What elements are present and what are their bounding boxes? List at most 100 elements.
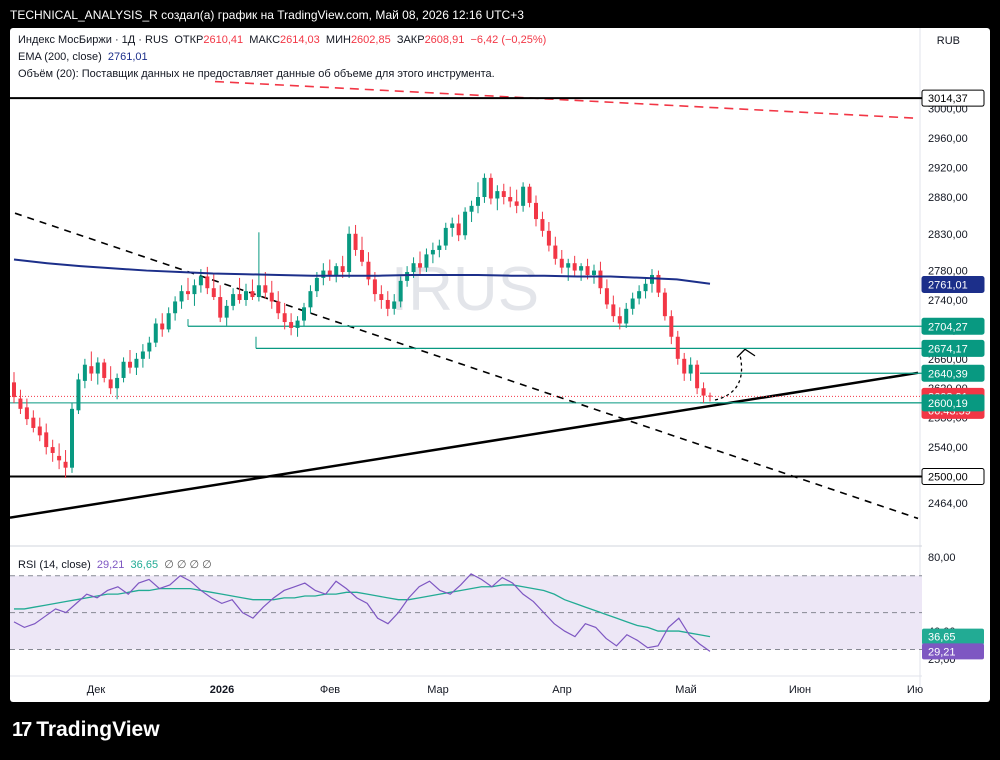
candle-body [701,388,706,396]
candle-body [256,285,261,298]
time-tick-label: Дек [87,684,106,696]
tradingview-logo[interactable]: 17 TradingView [12,718,160,742]
high-value: 2614,03 [280,34,320,46]
candle-body [353,233,358,250]
candle-body [572,263,577,271]
candle-body [218,297,223,318]
candle-body [656,274,661,293]
price-tag-label: 2500,00 [928,472,968,484]
candle-body [534,202,538,220]
candles-group[interactable] [12,173,712,478]
candle-body [108,379,113,389]
candle-body [179,291,184,302]
close-value: 2608,91 [424,34,465,46]
candle-body [269,292,274,302]
descending-dashed-trendline [14,212,919,520]
candle-body [650,274,654,284]
price-tags-group: 3014,372761,012704,272674,172640,392608,… [921,89,985,486]
currency-label[interactable]: RUB [936,35,960,47]
price-axis-group: 3000,00 2960,00 2920,00 2880,00 2830,00 2780,… [919,28,968,688]
ema-label[interactable]: EMA (200, close) [18,51,102,63]
change-value: −6,42 (−0,25%) [470,34,547,46]
rsi-legend[interactable]: RSI (14, close) 29,21 36,65 ∅ ∅ ∅ ∅ [18,558,212,571]
candle-body [527,186,532,203]
price-tick-label: 2920,00 [928,163,968,175]
rsi-value-tag-label: 36,65 [928,632,956,644]
drawings-group[interactable] [10,80,922,520]
time-tick-label: 2026 [210,684,234,696]
candle-body [611,304,616,317]
candle-body [566,263,571,268]
candle-body [160,323,165,330]
rsi-value-tag-label: 29,21 [928,646,956,658]
ascending-trendline [10,371,919,519]
symbol-name[interactable]: Индекс МосБиржи · 1Д · RUS [18,34,169,46]
candle-body [82,364,87,381]
candle-body [669,316,674,337]
price-tag [921,394,985,412]
candle-body [115,377,120,389]
candle-body [173,301,178,314]
tradingview-wordmark: TradingView [36,718,160,741]
candle-body [495,191,500,199]
candle-body [321,270,326,278]
candle-body [385,299,390,309]
candle-body [521,186,526,206]
candle-body [424,254,429,268]
price-tag-label: 2600,19 [928,398,968,410]
candle-body [147,342,152,352]
candle-body [327,270,332,277]
candle-body [18,398,23,409]
candle-body [463,211,468,236]
price-tick-label: 3000,00 [928,104,968,116]
candle-body [50,447,55,453]
price-tick-label: 2880,00 [928,192,968,204]
candle-body [37,426,42,436]
candle-body [250,291,255,298]
rsi-label[interactable]: RSI (14, close) [18,559,91,571]
candle-body [360,249,364,262]
volume-note: Объём (20): Поставщик данных не предоста… [18,68,495,80]
candle-body [682,358,687,374]
candle-body [76,379,81,411]
rsi-line [13,573,711,652]
candle-body [211,288,216,298]
symbol-legend[interactable]: Индекс МосБиржи · 1Д · RUS ОТКР2610,41 М… [18,34,546,46]
candle-body [205,276,210,289]
rsi-value-tag [922,628,984,645]
candle-body [430,249,435,255]
candle-body [153,323,158,343]
chart-panel[interactable]: 3000,00 2960,00 2920,00 2880,00 2830,00 2780,… [10,28,990,702]
candle-body [192,285,197,295]
candle-body [688,364,693,374]
candle-body [366,261,371,280]
candle-body [514,201,519,206]
candle-body [592,270,596,275]
ema-legend[interactable]: EMA (200, close) 2761,01 [18,51,148,63]
candle-body [643,283,648,292]
resistance-dashed-line [214,80,919,120]
candle-body [488,177,493,199]
chart-canvas[interactable]: 3000,00 2960,00 2920,00 2880,00 2830,00 2780,… [10,28,990,702]
candle-body [63,461,68,468]
candle-body [302,307,306,321]
candle-body [31,417,36,428]
candle-body [437,245,442,250]
candle-body [443,227,448,246]
candle-body [624,308,629,324]
tradingview-logo-icon: 17 [12,718,32,741]
candle-body [398,280,403,302]
price-tag-label: 2640,39 [928,368,968,380]
candle-body [482,177,487,198]
candle-body [708,395,712,397]
candle-body [12,382,16,398]
candle-body [604,288,609,305]
price-tick-label: 2740,00 [928,295,968,307]
time-tick-label: Мар [427,684,449,696]
ema-200-line [13,258,711,285]
candle-body [617,316,622,324]
candle-body [231,294,236,306]
close-label: ЗАКР [396,34,425,46]
price-tag-label: 2674,17 [928,343,968,355]
